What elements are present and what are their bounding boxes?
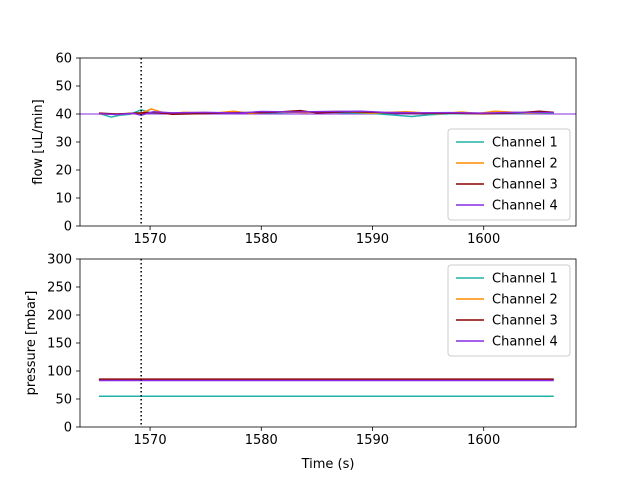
x-tick-label: 1580 bbox=[245, 433, 278, 448]
y-tick-label: 30 bbox=[55, 136, 72, 151]
legend-label-channel-4: Channel 4 bbox=[492, 335, 558, 350]
legend-label-channel-3: Channel 3 bbox=[492, 314, 558, 329]
y-axis-label: pressure [mbar] bbox=[24, 291, 39, 396]
y-tick-label: 100 bbox=[47, 365, 72, 380]
series-group bbox=[98, 378, 554, 397]
x-axis-label: Time (s) bbox=[301, 457, 355, 472]
flow-panel: 1570 1580 1590 1600 0 10 20 30 40 50 60 flow [uL/mi… bbox=[31, 52, 577, 247]
y-tick-label: 200 bbox=[47, 309, 72, 324]
x-tick-label: 1570 bbox=[134, 433, 167, 448]
legend-label-channel-4: Channel 4 bbox=[492, 199, 558, 214]
x-tick-label: 1570 bbox=[134, 232, 167, 247]
x-tick-label: 1580 bbox=[245, 232, 278, 247]
legend: Channel 1 Channel 2 Channel 3 Channel 4 bbox=[447, 128, 571, 221]
legend-label-channel-2: Channel 2 bbox=[492, 157, 558, 172]
x-tick-label: 1600 bbox=[467, 232, 500, 247]
y-tick-label: 10 bbox=[55, 192, 72, 207]
legend-box bbox=[447, 128, 571, 221]
legend-label-channel-1: Channel 1 bbox=[492, 136, 558, 151]
series-group bbox=[98, 108, 554, 118]
y-tick-label: 0 bbox=[64, 220, 72, 235]
y-tick-label: 40 bbox=[55, 108, 72, 123]
y-axis-label: flow [uL/min] bbox=[31, 99, 46, 184]
y-tick-label: 0 bbox=[64, 421, 72, 436]
y-tick-label: 300 bbox=[47, 253, 72, 268]
legend-label-channel-1: Channel 1 bbox=[492, 272, 558, 287]
y-tick-label: 60 bbox=[55, 52, 72, 67]
y-tick-label: 250 bbox=[47, 281, 72, 296]
legend-box bbox=[447, 264, 571, 357]
pressure-panel: 1570 1580 1590 1600 0 50 100 150 200 250 300 pressu… bbox=[24, 253, 577, 472]
legend-label-channel-2: Channel 2 bbox=[492, 293, 558, 308]
legend: Channel 1 Channel 2 Channel 3 Channel 4 bbox=[447, 264, 571, 357]
legend-label-channel-3: Channel 3 bbox=[492, 178, 558, 193]
y-tick-label: 20 bbox=[55, 164, 72, 179]
y-tick-label: 50 bbox=[55, 80, 72, 95]
x-tick-label: 1590 bbox=[356, 232, 389, 247]
y-tick-label: 150 bbox=[47, 337, 72, 352]
y-tick-label: 50 bbox=[55, 393, 72, 408]
x-tick-label: 1600 bbox=[467, 433, 500, 448]
series-line-channel-4 bbox=[98, 110, 554, 116]
x-tick-label: 1590 bbox=[356, 433, 389, 448]
